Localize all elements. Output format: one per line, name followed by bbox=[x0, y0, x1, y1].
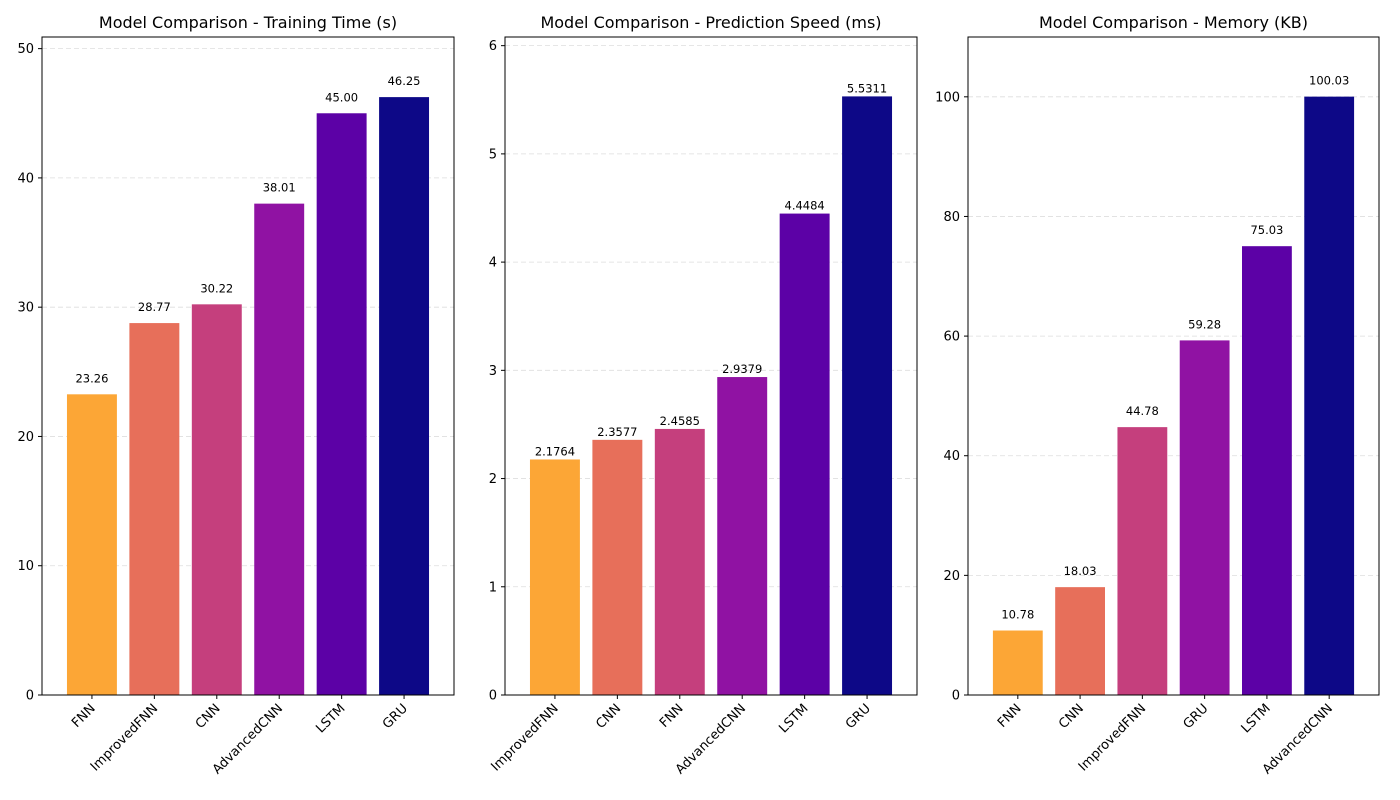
y-tick-label: 2 bbox=[489, 472, 497, 487]
data-label: 23.26 bbox=[75, 371, 108, 385]
x-tick-label: ImprovedFNN bbox=[488, 701, 561, 774]
bar-improvedfnn bbox=[1117, 427, 1168, 695]
x-tick-label: ImprovedFNN bbox=[1076, 701, 1149, 774]
y-tick-label: 30 bbox=[17, 301, 34, 316]
x-tick-label: ImprovedFNN bbox=[88, 701, 161, 774]
y-tick-label: 6 bbox=[489, 39, 497, 54]
y-tick-label: 20 bbox=[943, 569, 960, 584]
data-label: 2.3577 bbox=[597, 425, 637, 439]
bar-lstm bbox=[1242, 246, 1292, 695]
bar-lstm bbox=[779, 213, 830, 695]
y-tick-label: 0 bbox=[489, 689, 497, 704]
x-tick-label: FNN bbox=[657, 701, 687, 731]
data-label: 28.77 bbox=[138, 300, 171, 314]
x-tick-label: LSTM bbox=[1239, 701, 1274, 736]
data-label: 75.03 bbox=[1250, 223, 1283, 237]
x-tick-label: CNN bbox=[593, 701, 624, 732]
bar-fnn bbox=[654, 428, 705, 695]
data-label: 100.03 bbox=[1309, 74, 1349, 88]
data-label: 46.25 bbox=[388, 74, 421, 88]
memory-chart: 10.78 FNN 18.03 CNN 44.78 ImprovedFNN 59.28 GRU… bbox=[935, 13, 1380, 777]
bar-gru bbox=[842, 96, 893, 695]
y-tick-label: 3 bbox=[489, 364, 497, 379]
data-label: 5.5311 bbox=[847, 81, 887, 95]
bar-gru bbox=[379, 97, 430, 695]
bar-gru bbox=[1179, 340, 1230, 695]
data-label: 59.28 bbox=[1188, 317, 1221, 331]
y-tick-label: 10 bbox=[17, 559, 34, 574]
y-tick-label: 1 bbox=[489, 580, 497, 595]
data-label: 38.01 bbox=[263, 181, 296, 195]
bar-cnn bbox=[592, 439, 643, 695]
data-label: 2.1764 bbox=[535, 444, 575, 458]
x-tick-label: GRU bbox=[843, 701, 874, 732]
x-tick-label: LSTM bbox=[776, 701, 811, 736]
data-label: 18.03 bbox=[1064, 564, 1097, 578]
y-tick-label: 80 bbox=[943, 210, 960, 225]
chart-title: Model Comparison - Prediction Speed (ms) bbox=[540, 13, 881, 32]
y-tick-label: 50 bbox=[17, 42, 34, 57]
x-tick-label: LSTM bbox=[313, 701, 348, 736]
data-label: 45.00 bbox=[325, 90, 358, 104]
chart-title: Model Comparison - Training Time (s) bbox=[99, 13, 397, 32]
bar-advancedcnn bbox=[1304, 96, 1355, 695]
axes-frame bbox=[504, 36, 918, 696]
y-tick-label: 60 bbox=[943, 330, 960, 345]
bar-improvedfnn bbox=[129, 323, 180, 695]
axes-frame bbox=[41, 36, 455, 696]
y-tick-label: 4 bbox=[489, 256, 497, 271]
bar-improvedfnn bbox=[529, 459, 580, 695]
x-tick-label: FNN bbox=[995, 701, 1025, 731]
y-tick-label: 5 bbox=[489, 147, 497, 162]
data-label: 4.4484 bbox=[785, 199, 825, 213]
data-label: 2.9379 bbox=[722, 362, 762, 376]
bar-cnn bbox=[1055, 587, 1105, 695]
x-tick-label: CNN bbox=[1056, 701, 1087, 732]
x-tick-label: GRU bbox=[1181, 701, 1212, 732]
bar-fnn bbox=[66, 394, 117, 695]
data-label: 2.4585 bbox=[660, 414, 700, 428]
bar-fnn bbox=[992, 630, 1043, 695]
training-time-chart: 23.26FNN28.77ImprovedFNN30.22CNN38.01Adv… bbox=[17, 13, 455, 777]
bar-lstm bbox=[316, 113, 367, 695]
bar-advancedcnn bbox=[254, 203, 305, 696]
data-label: 10.78 bbox=[1001, 608, 1034, 622]
y-tick-label: 0 bbox=[952, 689, 960, 704]
x-tick-label: FNN bbox=[69, 701, 99, 731]
prediction-speed-chart: 2.1764 ImprovedFNN 2.3577 CNN 2.4585 FNN 2.937… bbox=[488, 13, 918, 777]
bar-advancedcnn bbox=[717, 377, 768, 695]
x-tick-label: CNN bbox=[193, 701, 224, 732]
data-label: 44.78 bbox=[1126, 404, 1159, 418]
data-label: 30.22 bbox=[200, 281, 233, 295]
chart-title: Model Comparison - Memory (KB) bbox=[1039, 13, 1308, 32]
bar-cnn bbox=[191, 304, 242, 695]
y-tick-label: 40 bbox=[17, 171, 34, 186]
y-tick-label: 0 bbox=[26, 689, 34, 704]
y-tick-label: 100 bbox=[935, 90, 960, 105]
y-tick-label: 20 bbox=[17, 430, 34, 445]
axes-frame bbox=[967, 36, 1380, 696]
y-tick-label: 40 bbox=[943, 449, 960, 464]
x-tick-label: GRU bbox=[380, 701, 411, 732]
